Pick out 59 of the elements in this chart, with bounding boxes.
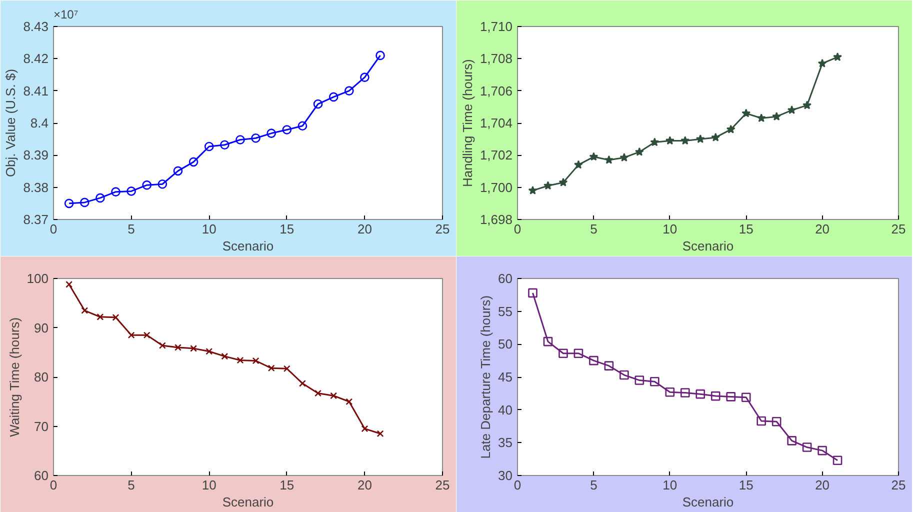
x-tick-label: 20 xyxy=(815,222,830,236)
y-tick-label: 100 xyxy=(26,271,49,286)
y-tick-label: 1,704 xyxy=(480,116,513,130)
x-axis-title: Scenario xyxy=(222,238,274,254)
y-tick-label: 80 xyxy=(34,370,49,384)
text: ×10⁷ xyxy=(54,8,78,22)
y-axis-title: Late Departure Time (hours) xyxy=(478,295,494,459)
y-tick-label: 1,708 xyxy=(480,51,513,66)
x-axis-title: Scenario xyxy=(682,494,734,510)
x-tick-label: 15 xyxy=(280,222,294,236)
x-tick-label: 15 xyxy=(738,478,754,492)
x-tick-label: 0 xyxy=(50,478,58,492)
y-tick-label: 70 xyxy=(34,418,49,434)
y-tick-label: 8.37 xyxy=(23,212,49,227)
x-tick-label: 0 xyxy=(514,222,522,236)
x-tick-label: 25 xyxy=(891,478,906,492)
y-tick-label: 8.43 xyxy=(23,19,49,34)
y-tick-label: 1,702 xyxy=(480,148,513,163)
y-tick-label: 1,710 xyxy=(480,19,513,34)
y-axis-title: Obj. Value (U.S. $) xyxy=(3,68,18,178)
x-tick-label: 20 xyxy=(357,222,372,236)
y-tick-label: 90 xyxy=(34,320,49,336)
y-tick-label: 8.4 xyxy=(30,116,49,130)
x-axis-title: Scenario xyxy=(682,238,734,254)
x-tick-label: 10 xyxy=(202,478,216,492)
x-tick-label: 20 xyxy=(815,478,830,492)
x-tick-label: 0 xyxy=(514,478,522,492)
y-tick-label: 8.42 xyxy=(23,51,49,66)
x-tick-label: 10 xyxy=(662,222,678,236)
y-tick-label: 1,700 xyxy=(480,180,513,195)
y-tick-label: 45 xyxy=(498,370,513,384)
x-tick-label: 5 xyxy=(128,222,135,236)
y-tick-label: 60 xyxy=(34,468,49,483)
y-tick-label: 55 xyxy=(498,304,513,319)
y-tick-label: 50 xyxy=(498,336,513,352)
x-tick-label: 10 xyxy=(662,478,678,492)
x-tick-label: 5 xyxy=(590,478,598,492)
x-axis-title: Scenario xyxy=(222,494,274,510)
x-tick-label: 20 xyxy=(357,478,372,492)
y-tick-label: 40 xyxy=(498,402,513,418)
x-tick-label: 25 xyxy=(891,222,906,236)
y-tick-label: 60 xyxy=(498,271,513,286)
x-tick-label: 15 xyxy=(280,478,294,492)
y-axis-title: Waiting Time (hours) xyxy=(6,317,22,437)
y-tick-label: 1,706 xyxy=(480,83,513,98)
y-tick-label: 1,698 xyxy=(480,212,513,227)
y-tick-label: 30 xyxy=(498,468,513,483)
x-tick-label: 0 xyxy=(50,222,58,236)
x-tick-label: 5 xyxy=(590,222,598,236)
x-tick-label: 25 xyxy=(435,478,450,492)
x-tick-label: 25 xyxy=(435,222,450,236)
y-axis-title: Handling Time (hours) xyxy=(460,59,475,188)
y-tick-label: 35 xyxy=(498,435,513,450)
x-tick-label: 10 xyxy=(202,222,216,236)
x-tick-label: 5 xyxy=(128,478,135,492)
y-tick-label: 8.41 xyxy=(23,83,49,98)
x-tick-label: 15 xyxy=(738,222,754,236)
y-tick-label: 8.39 xyxy=(23,148,49,163)
y-tick-label: 8.38 xyxy=(23,180,49,195)
